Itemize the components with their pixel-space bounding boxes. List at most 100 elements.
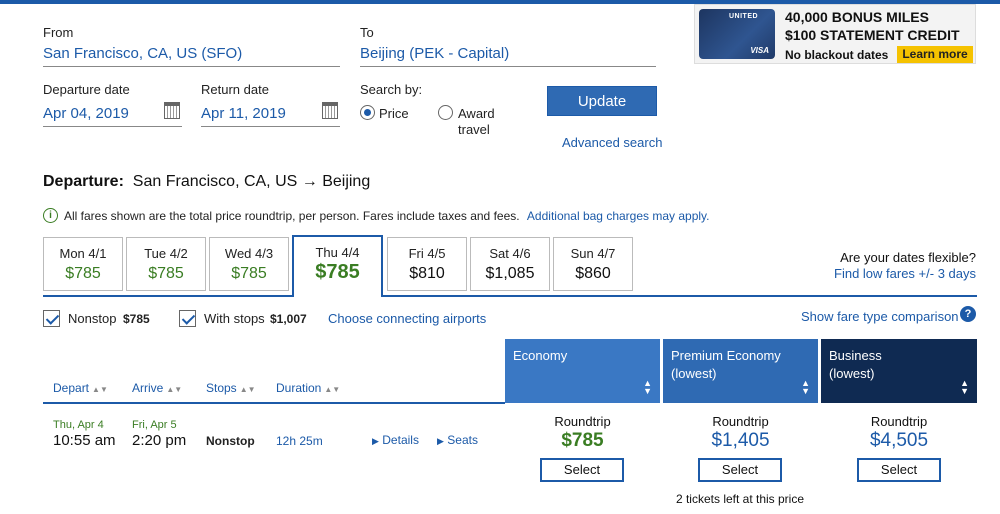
day-label: Sat 4/6 xyxy=(489,246,531,261)
with-stops-label: With stops xyxy=(204,311,265,326)
cabin-name: Premium Economy xyxy=(671,348,781,363)
day-price: $1,085 xyxy=(485,265,535,282)
credit-card-ad[interactable]: UNITED VISA 40,000 BONUS MILES $100 STAT… xyxy=(694,4,976,64)
from-field[interactable]: San Francisco, CA, US (SFO) xyxy=(43,45,340,67)
ad-headline: 40,000 BONUS MILES xyxy=(785,9,929,25)
cabin-header-premium-economy[interactable]: Premium Economy (lowest) ▲ ▼ xyxy=(663,339,818,403)
sort-stops[interactable]: Stops ▲▼ xyxy=(206,381,256,395)
nonstop-checkbox[interactable] xyxy=(43,310,60,327)
fare-comparison-link[interactable]: Show fare type comparison xyxy=(801,309,959,324)
day-tabs-underline xyxy=(43,295,977,297)
help-icon[interactable]: ? xyxy=(960,306,976,322)
top-accent-bar xyxy=(0,0,1000,4)
calendar-icon[interactable] xyxy=(164,102,180,119)
return-date-field[interactable]: Apr 11, 2019 xyxy=(201,105,340,127)
day-label: Wed 4/3 xyxy=(224,246,274,261)
col-stops-label: Stops xyxy=(206,381,237,395)
details-link[interactable]: ▶ Details xyxy=(372,433,419,447)
departure-date-field[interactable]: Apr 04, 2019 xyxy=(43,105,182,127)
with-stops-price: $1,007 xyxy=(270,312,307,326)
business-fare-price: $4,505 xyxy=(869,430,929,451)
ad-subheadline: $100 STATEMENT CREDIT xyxy=(785,27,960,43)
seats-link[interactable]: ▶ Seats xyxy=(437,433,478,447)
cabin-name: Economy xyxy=(513,348,568,363)
connecting-airports-link[interactable]: Choose connecting airports xyxy=(328,311,487,326)
calendar-icon[interactable] xyxy=(322,102,338,119)
day-label: Thu 4/4 xyxy=(315,245,360,260)
fare-type-label: Roundtrip xyxy=(712,414,769,429)
day-tab-thu-selected[interactable]: Thu 4/4 $785 xyxy=(292,235,383,297)
seats-link-label: Seats xyxy=(447,433,478,447)
economy-fare-price: $785 xyxy=(561,430,604,451)
cabin-header-business[interactable]: Business (lowest) ▲ ▼ xyxy=(821,339,977,403)
day-tab-sat[interactable]: Sat 4/6 $1,085 xyxy=(470,237,550,291)
day-price: $785 xyxy=(148,265,184,282)
details-link-label: Details xyxy=(382,433,419,447)
cabin-qualifier: (lowest) xyxy=(671,366,717,381)
col-duration-label: Duration xyxy=(276,381,322,395)
depart-time: 10:55 am xyxy=(53,432,116,449)
price-radio[interactable] xyxy=(360,105,375,120)
caret-right-icon: ▶ xyxy=(372,436,379,446)
column-header-underline xyxy=(43,402,505,404)
day-label: Fri 4/5 xyxy=(408,246,446,261)
day-price: $810 xyxy=(409,265,445,282)
sort-arrive[interactable]: Arrive ▲▼ xyxy=(132,381,182,395)
flight-duration: 12h 25m xyxy=(276,434,323,448)
sort-depart[interactable]: Depart ▲▼ xyxy=(53,381,108,395)
day-tab-tue[interactable]: Tue 4/2 $785 xyxy=(126,237,206,291)
cabin-header-economy[interactable]: Economy ▲ ▼ xyxy=(505,339,660,403)
depart-date: Thu, Apr 4 xyxy=(53,419,104,431)
fare-type-label: Roundtrip xyxy=(554,414,611,429)
select-economy-button[interactable]: Select xyxy=(540,458,624,482)
arrive-time: 2:20 pm xyxy=(132,432,187,449)
card-network-text: VISA xyxy=(750,46,769,55)
award-radio-label-line2: travel xyxy=(458,122,490,137)
credit-card-image: UNITED VISA xyxy=(699,9,775,59)
nonstop-label: Nonstop xyxy=(68,311,117,326)
sort-icon: ▲▼ xyxy=(801,378,810,396)
search-by-label: Search by: xyxy=(360,82,423,97)
sort-icon: ▲▼ xyxy=(960,378,969,396)
flexible-dates-link[interactable]: Find low fares +/- 3 days xyxy=(834,266,976,281)
day-label: Tue 4/2 xyxy=(144,246,188,261)
award-radio-label-line1: Award xyxy=(458,106,495,121)
premium-economy-fare-price: $1,405 xyxy=(711,430,770,451)
to-field[interactable]: Beijing (PEK - Capital) xyxy=(360,45,656,67)
ad-learn-more-button[interactable]: Learn more xyxy=(897,46,973,63)
day-tab-fri[interactable]: Fri 4/5 $810 xyxy=(387,237,467,291)
sort-duration[interactable]: Duration ▲▼ xyxy=(276,381,340,395)
departure-heading-label: Departure: xyxy=(43,173,124,190)
advanced-search-link[interactable]: Advanced search xyxy=(562,135,663,150)
update-button[interactable]: Update xyxy=(547,86,657,116)
tickets-left-note: 2 tickets left at this price xyxy=(675,492,805,506)
col-depart-label: Depart xyxy=(53,381,90,395)
day-tab-sun[interactable]: Sun 4/7 $860 xyxy=(553,237,633,291)
flexible-question: Are your dates flexible? xyxy=(840,250,976,265)
info-icon: i xyxy=(43,208,58,223)
fare-notice-text: All fares shown are the total price roun… xyxy=(64,209,520,223)
day-tab-mon[interactable]: Mon 4/1 $785 xyxy=(43,237,123,291)
sort-icon: ▲▼ xyxy=(643,378,652,396)
select-business-button[interactable]: Select xyxy=(857,458,941,482)
departure-heading: Departure: San Francisco, CA, US → Beiji… xyxy=(43,173,370,191)
day-label: Sun 4/7 xyxy=(570,246,616,261)
nonstop-price: $785 xyxy=(123,312,150,326)
fare-type-label: Roundtrip xyxy=(870,414,928,429)
caret-right-icon: ▶ xyxy=(437,436,444,446)
award-travel-radio[interactable] xyxy=(438,105,453,120)
day-price: $785 xyxy=(231,265,267,282)
flight-stops: Nonstop xyxy=(206,434,255,448)
bag-charges-link[interactable]: Additional bag charges may apply. xyxy=(526,209,710,223)
sort-icon: ▲▼ xyxy=(92,385,108,394)
sort-icon: ▲▼ xyxy=(239,385,256,394)
day-tab-wed[interactable]: Wed 4/3 $785 xyxy=(209,237,289,291)
with-stops-checkbox[interactable] xyxy=(179,310,196,327)
col-arrive-label: Arrive xyxy=(132,381,164,395)
departure-route: San Francisco, CA, US → Beijing xyxy=(132,173,371,190)
ad-tagline: No blackout dates xyxy=(785,48,889,62)
from-label: From xyxy=(43,25,74,40)
select-premium-economy-button[interactable]: Select xyxy=(698,458,782,482)
sort-icon: ▲▼ xyxy=(324,385,341,394)
day-label: Mon 4/1 xyxy=(59,246,107,261)
